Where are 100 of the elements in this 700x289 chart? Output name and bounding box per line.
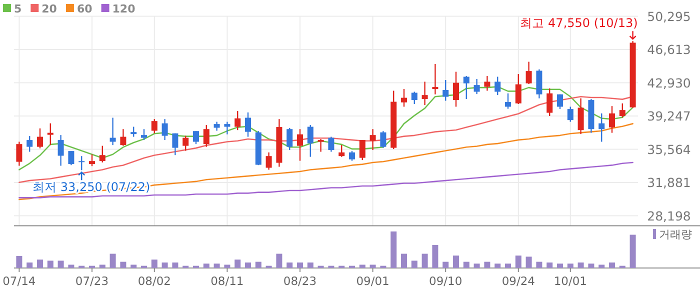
bar	[515, 256, 522, 268]
bar	[442, 262, 449, 268]
bar	[390, 231, 397, 268]
bar	[172, 262, 178, 268]
x-tick-label: 08/11	[210, 274, 244, 288]
candlestick	[463, 75, 470, 100]
bar	[203, 264, 210, 268]
candlestick	[567, 106, 574, 122]
y-tick-label: 28,198	[647, 208, 691, 224]
bar	[214, 264, 220, 268]
bar	[255, 262, 262, 268]
bar	[567, 264, 574, 268]
candlestick	[68, 150, 74, 166]
bar	[557, 264, 563, 268]
candlestick	[370, 128, 376, 151]
candlestick	[16, 141, 22, 166]
legend-label: 20	[42, 2, 58, 16]
bar	[130, 264, 137, 268]
bar	[120, 262, 126, 268]
bar	[151, 260, 158, 268]
bar	[453, 256, 459, 268]
candlestick	[162, 118, 168, 141]
bar	[505, 264, 511, 268]
bar	[58, 260, 64, 268]
candlestick	[245, 112, 251, 138]
bar	[224, 264, 230, 268]
candlestick	[193, 130, 199, 145]
bar	[162, 262, 168, 268]
x-tick-label: 07/23	[75, 274, 109, 288]
candlestick	[130, 126, 137, 138]
candlestick	[453, 71, 459, 108]
legend-label: 120	[112, 2, 136, 16]
y-tick-label: 46,613	[647, 42, 691, 58]
candlestick	[494, 76, 501, 96]
bar	[546, 262, 553, 268]
candlestick	[120, 128, 126, 146]
candlestick	[484, 75, 490, 92]
y-tick-label: 50,295	[647, 8, 691, 24]
y-tick-label: 39,247	[647, 108, 691, 124]
bar	[588, 264, 594, 268]
bar	[630, 234, 636, 268]
bar	[276, 254, 282, 268]
bar	[401, 254, 407, 268]
candlestick	[526, 61, 532, 85]
bar	[99, 264, 106, 268]
y-tick-label: 35,564	[647, 142, 691, 157]
bar	[598, 264, 605, 268]
candlestick	[224, 121, 230, 135]
x-tick-label: 10/01	[554, 274, 587, 288]
bar	[245, 262, 251, 268]
candlestick	[432, 63, 438, 95]
candlestick	[328, 136, 334, 152]
line-series	[18, 162, 634, 198]
candlestick	[474, 78, 480, 95]
candlestick	[557, 94, 563, 110]
candlestick	[151, 118, 158, 134]
bar	[370, 264, 376, 268]
candlestick	[58, 134, 64, 166]
candlestick	[401, 88, 407, 108]
bar	[68, 264, 74, 268]
bar	[432, 244, 438, 268]
bar	[411, 260, 418, 268]
bar	[484, 262, 490, 268]
candlestick	[619, 102, 626, 118]
bar	[307, 262, 314, 268]
candlestick	[359, 139, 366, 161]
annotation: 최고 47,550 (10/13)	[520, 16, 638, 30]
candlestick	[182, 135, 189, 152]
bar	[359, 264, 366, 268]
candlestick	[411, 91, 418, 105]
bar	[474, 264, 480, 268]
bar	[609, 262, 615, 268]
legend-label: 60	[76, 2, 93, 16]
x-tick-label: 08/02	[138, 274, 171, 288]
candlestick	[47, 122, 54, 146]
candlestick	[598, 112, 605, 142]
bar	[37, 260, 43, 268]
candlestick	[505, 92, 511, 110]
candlestick	[546, 88, 553, 117]
candlestick	[380, 130, 386, 148]
candlestick	[89, 154, 95, 167]
candlestick	[297, 128, 303, 162]
candlestick	[307, 124, 314, 158]
candlestick	[37, 128, 43, 149]
bar	[26, 262, 33, 268]
x-tick-label: 09/01	[356, 274, 390, 288]
bar	[578, 262, 584, 268]
candlestick	[172, 132, 178, 156]
y-tick-label: 31,881	[647, 175, 691, 190]
candlestick	[422, 81, 428, 106]
x-tick-label: 09/10	[429, 274, 462, 288]
bar	[234, 260, 241, 268]
candlestick	[266, 152, 272, 170]
candlestick	[234, 110, 241, 131]
legend-label: 거래량	[659, 228, 692, 241]
x-tick-label: 07/14	[2, 274, 36, 288]
candlestick	[442, 79, 449, 102]
bar	[463, 262, 470, 268]
y-tick-label: 42,930	[647, 75, 691, 90]
x-tick-label: 08/23	[283, 274, 317, 288]
